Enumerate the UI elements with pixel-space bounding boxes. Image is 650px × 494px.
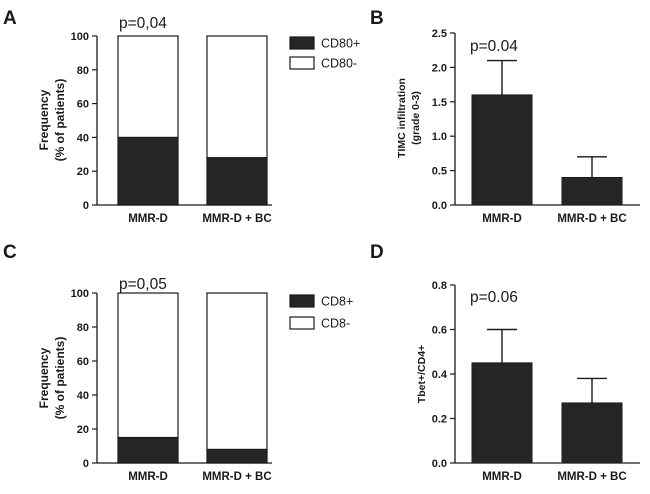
panel-letter-b: B	[370, 8, 384, 29]
chart-a-bar-cd80-pos	[206, 157, 268, 206]
chart-a-legend-label: CD80+	[321, 37, 360, 51]
chart-c-legend-swatch	[289, 294, 315, 308]
chart-c-p-value: p=0,05	[119, 276, 167, 293]
chart-b-category-label: MMR-D	[482, 213, 522, 225]
chart-d-ytick-label: 0.8	[432, 280, 447, 292]
chart-b-ytick-label: 0.5	[432, 166, 447, 178]
chart-d-ytick-label: 0.4	[432, 369, 448, 381]
chart-c-ytick-label: 80	[77, 322, 89, 334]
chart-c-legend-label: CD8+	[321, 295, 353, 309]
chart-d-p-value: p=0.06	[470, 289, 518, 306]
chart-a-ytick-label: 40	[77, 132, 89, 144]
chart-d-bar	[471, 362, 533, 464]
chart-c-ytick-label: 60	[77, 356, 89, 368]
chart-c-bar-cd8-neg	[117, 292, 179, 439]
chart-c-legend-label: CD8-	[321, 317, 350, 331]
chart-b-ylabel: TIMC infiltration	[396, 78, 408, 158]
chart-b-ylabel: (grade 0-3)	[410, 91, 422, 145]
chart-d-category-label: MMR-D + BC	[557, 471, 626, 483]
chart-a: 0 20 40 60 80 100 Frequency (% of patients) MMR-…	[37, 15, 360, 225]
chart-c-ylabel: Frequency	[37, 347, 51, 408]
chart-c-bar-cd8-pos	[206, 448, 268, 464]
chart-c-ytick-label: 0	[83, 458, 89, 470]
chart-a-category-label: MMR-D	[128, 213, 168, 225]
chart-a-legend-label: CD80-	[321, 57, 357, 71]
chart-c-legend-swatch	[289, 316, 315, 330]
panel-letter-a: A	[3, 8, 17, 29]
chart-b-ytick-label: 1.5	[432, 97, 447, 109]
panel-letter-c: C	[3, 242, 17, 263]
chart-c-bar-cd8-pos	[117, 436, 179, 464]
chart-b: 0.0 0.5 1.0 1.5 2.0 2.5 TIMC infiltration (grad…	[396, 28, 640, 225]
chart-a-ytick-label: 60	[77, 99, 89, 111]
chart-b-ytick-label: 2.0	[432, 62, 447, 74]
chart-a-category-label: MMR-D + BC	[202, 213, 271, 225]
chart-b-ytick-label: 1.0	[432, 131, 447, 143]
chart-b-bar	[471, 94, 533, 206]
panel-letter-d: D	[370, 242, 384, 263]
chart-b-category-label: MMR-D + BC	[557, 213, 626, 225]
chart-a-p-value: p=0,04	[119, 15, 167, 32]
chart-c-ylabel: (% of patients)	[53, 337, 67, 420]
chart-a-bar-cd80-neg	[206, 35, 268, 159]
chart-b-p-value: p=0.04	[470, 38, 518, 55]
chart-a-bar-cd80-neg	[117, 35, 179, 139]
chart-c-ytick-label: 40	[77, 390, 89, 402]
chart-b-bar	[561, 176, 623, 206]
chart-a-bar-cd80-pos	[117, 136, 179, 206]
chart-d-ytick-label: 0.0	[432, 458, 447, 470]
chart-b-ytick-label: 2.5	[432, 28, 447, 40]
chart-c: 0 20 40 60 80 100 Frequency (% of patients) MMR-…	[37, 276, 353, 483]
chart-a-legend-swatch	[289, 36, 315, 50]
chart-d-ytick-label: 0.2	[432, 414, 447, 426]
chart-d-ytick-label: 0.6	[432, 325, 447, 337]
chart-d: 0.0 0.2 0.4 0.6 0.8 Tbet+/CD4+ MMR-D MMR-D + BC…	[416, 280, 640, 483]
chart-a-ylabel: (% of patients)	[53, 79, 67, 162]
chart-c-bar-cd8-neg	[206, 292, 268, 450]
chart-d-ylabel: Tbet+/CD4+	[416, 345, 428, 403]
chart-c-ytick-label: 20	[77, 424, 89, 436]
chart-d-bar	[561, 402, 623, 464]
chart-a-ytick-label: 20	[77, 166, 89, 178]
chart-c-category-label: MMR-D	[128, 471, 168, 483]
chart-b-ytick-label: 0.0	[432, 200, 447, 212]
chart-a-ytick-label: 0	[83, 200, 89, 212]
chart-c-category-label: MMR-D + BC	[202, 471, 271, 483]
chart-a-legend-swatch	[289, 56, 315, 70]
chart-c-ytick-label: 100	[71, 288, 89, 300]
chart-d-category-label: MMR-D	[482, 471, 522, 483]
chart-a-ylabel: Frequency	[37, 89, 51, 150]
chart-a-ytick-label: 80	[77, 65, 89, 77]
chart-a-ytick-label: 100	[71, 31, 89, 43]
